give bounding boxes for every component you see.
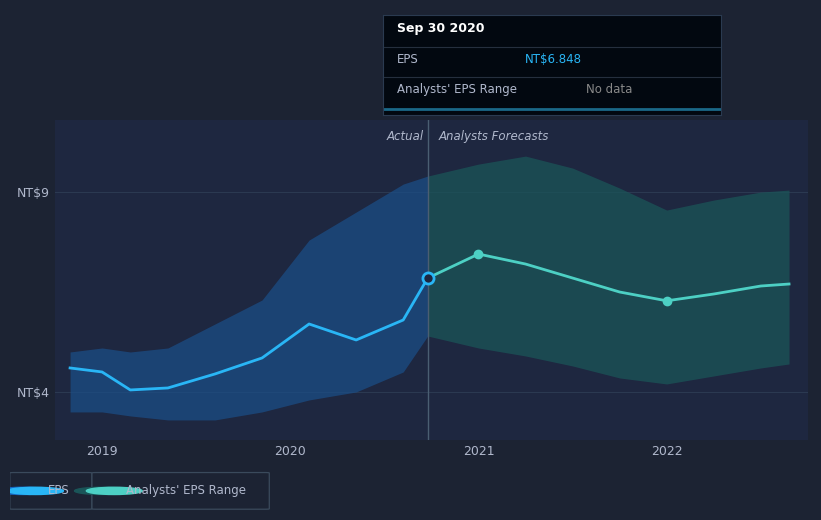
Text: Analysts' EPS Range: Analysts' EPS Range xyxy=(126,485,246,497)
Text: EPS: EPS xyxy=(397,53,419,66)
Text: Actual: Actual xyxy=(387,129,424,142)
FancyBboxPatch shape xyxy=(92,473,269,509)
Circle shape xyxy=(0,487,52,495)
Circle shape xyxy=(7,487,63,495)
Circle shape xyxy=(86,487,142,495)
FancyBboxPatch shape xyxy=(10,473,92,509)
Text: No data: No data xyxy=(586,83,632,96)
Text: Analysts' EPS Range: Analysts' EPS Range xyxy=(397,83,517,96)
Text: Analysts Forecasts: Analysts Forecasts xyxy=(439,129,549,142)
Text: EPS: EPS xyxy=(48,485,69,497)
Text: NT$6.848: NT$6.848 xyxy=(525,53,582,66)
Text: Sep 30 2020: Sep 30 2020 xyxy=(397,22,484,35)
Circle shape xyxy=(75,487,131,495)
